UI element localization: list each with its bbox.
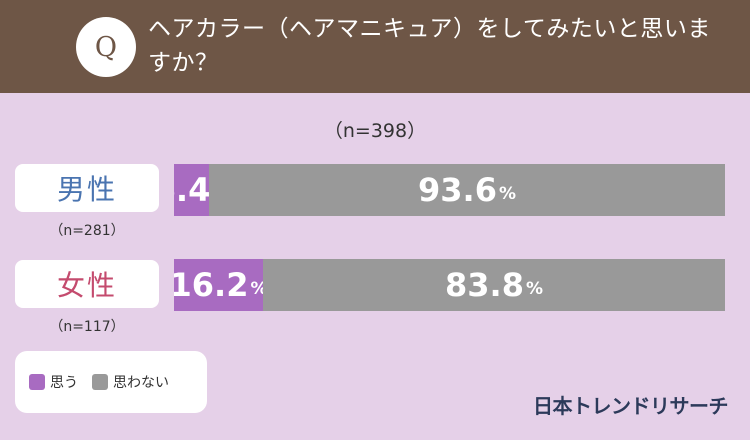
legend-swatch-no — [92, 374, 108, 390]
bar-segment-male-yes: 6.4% — [174, 164, 209, 216]
legend-item-yes: 思う — [29, 372, 78, 392]
legend: 思う 思わない — [15, 351, 207, 413]
category-n-female: （n=117） — [49, 319, 125, 335]
unit-label: % — [525, 279, 543, 299]
bar-segment-female-yes: 16.2% — [174, 259, 263, 311]
data-label-female-no: 83.8 — [445, 266, 524, 304]
unit-label: % — [498, 184, 516, 204]
bar-row-female: 16.2% 83.8% — [174, 259, 725, 311]
category-label-male: 男性 — [15, 164, 159, 212]
bar-segment-male-no: 93.6% — [209, 164, 725, 216]
q-badge: Q — [76, 17, 136, 77]
data-label-male-no: 93.6 — [418, 171, 497, 209]
bar-row-male: 6.4% 93.6% — [174, 164, 725, 216]
total-sample-size: （n=398） — [323, 120, 427, 142]
question-text: ヘアカラー（ヘアマニキュア）をしてみたいと思いますか？ — [148, 16, 711, 76]
legend-item-no: 思わない — [92, 372, 169, 392]
data-label-female-yes: 16.2 — [174, 266, 249, 304]
category-n-male: （n=281） — [49, 223, 125, 239]
data-label-male-yes: 6.4 — [174, 171, 209, 209]
unit-label: % — [250, 279, 263, 299]
bar-segment-female-no: 83.8% — [263, 259, 725, 311]
brand-logo-text: 日本トレンドリサーチ — [533, 394, 729, 418]
category-label-female: 女性 — [15, 260, 159, 308]
legend-label-no: 思わない — [113, 375, 169, 391]
legend-label-yes: 思う — [50, 375, 78, 391]
legend-swatch-yes — [29, 374, 45, 390]
question-header: Q ヘアカラー（ヘアマニキュア）をしてみたいと思いますか？ — [0, 0, 750, 93]
